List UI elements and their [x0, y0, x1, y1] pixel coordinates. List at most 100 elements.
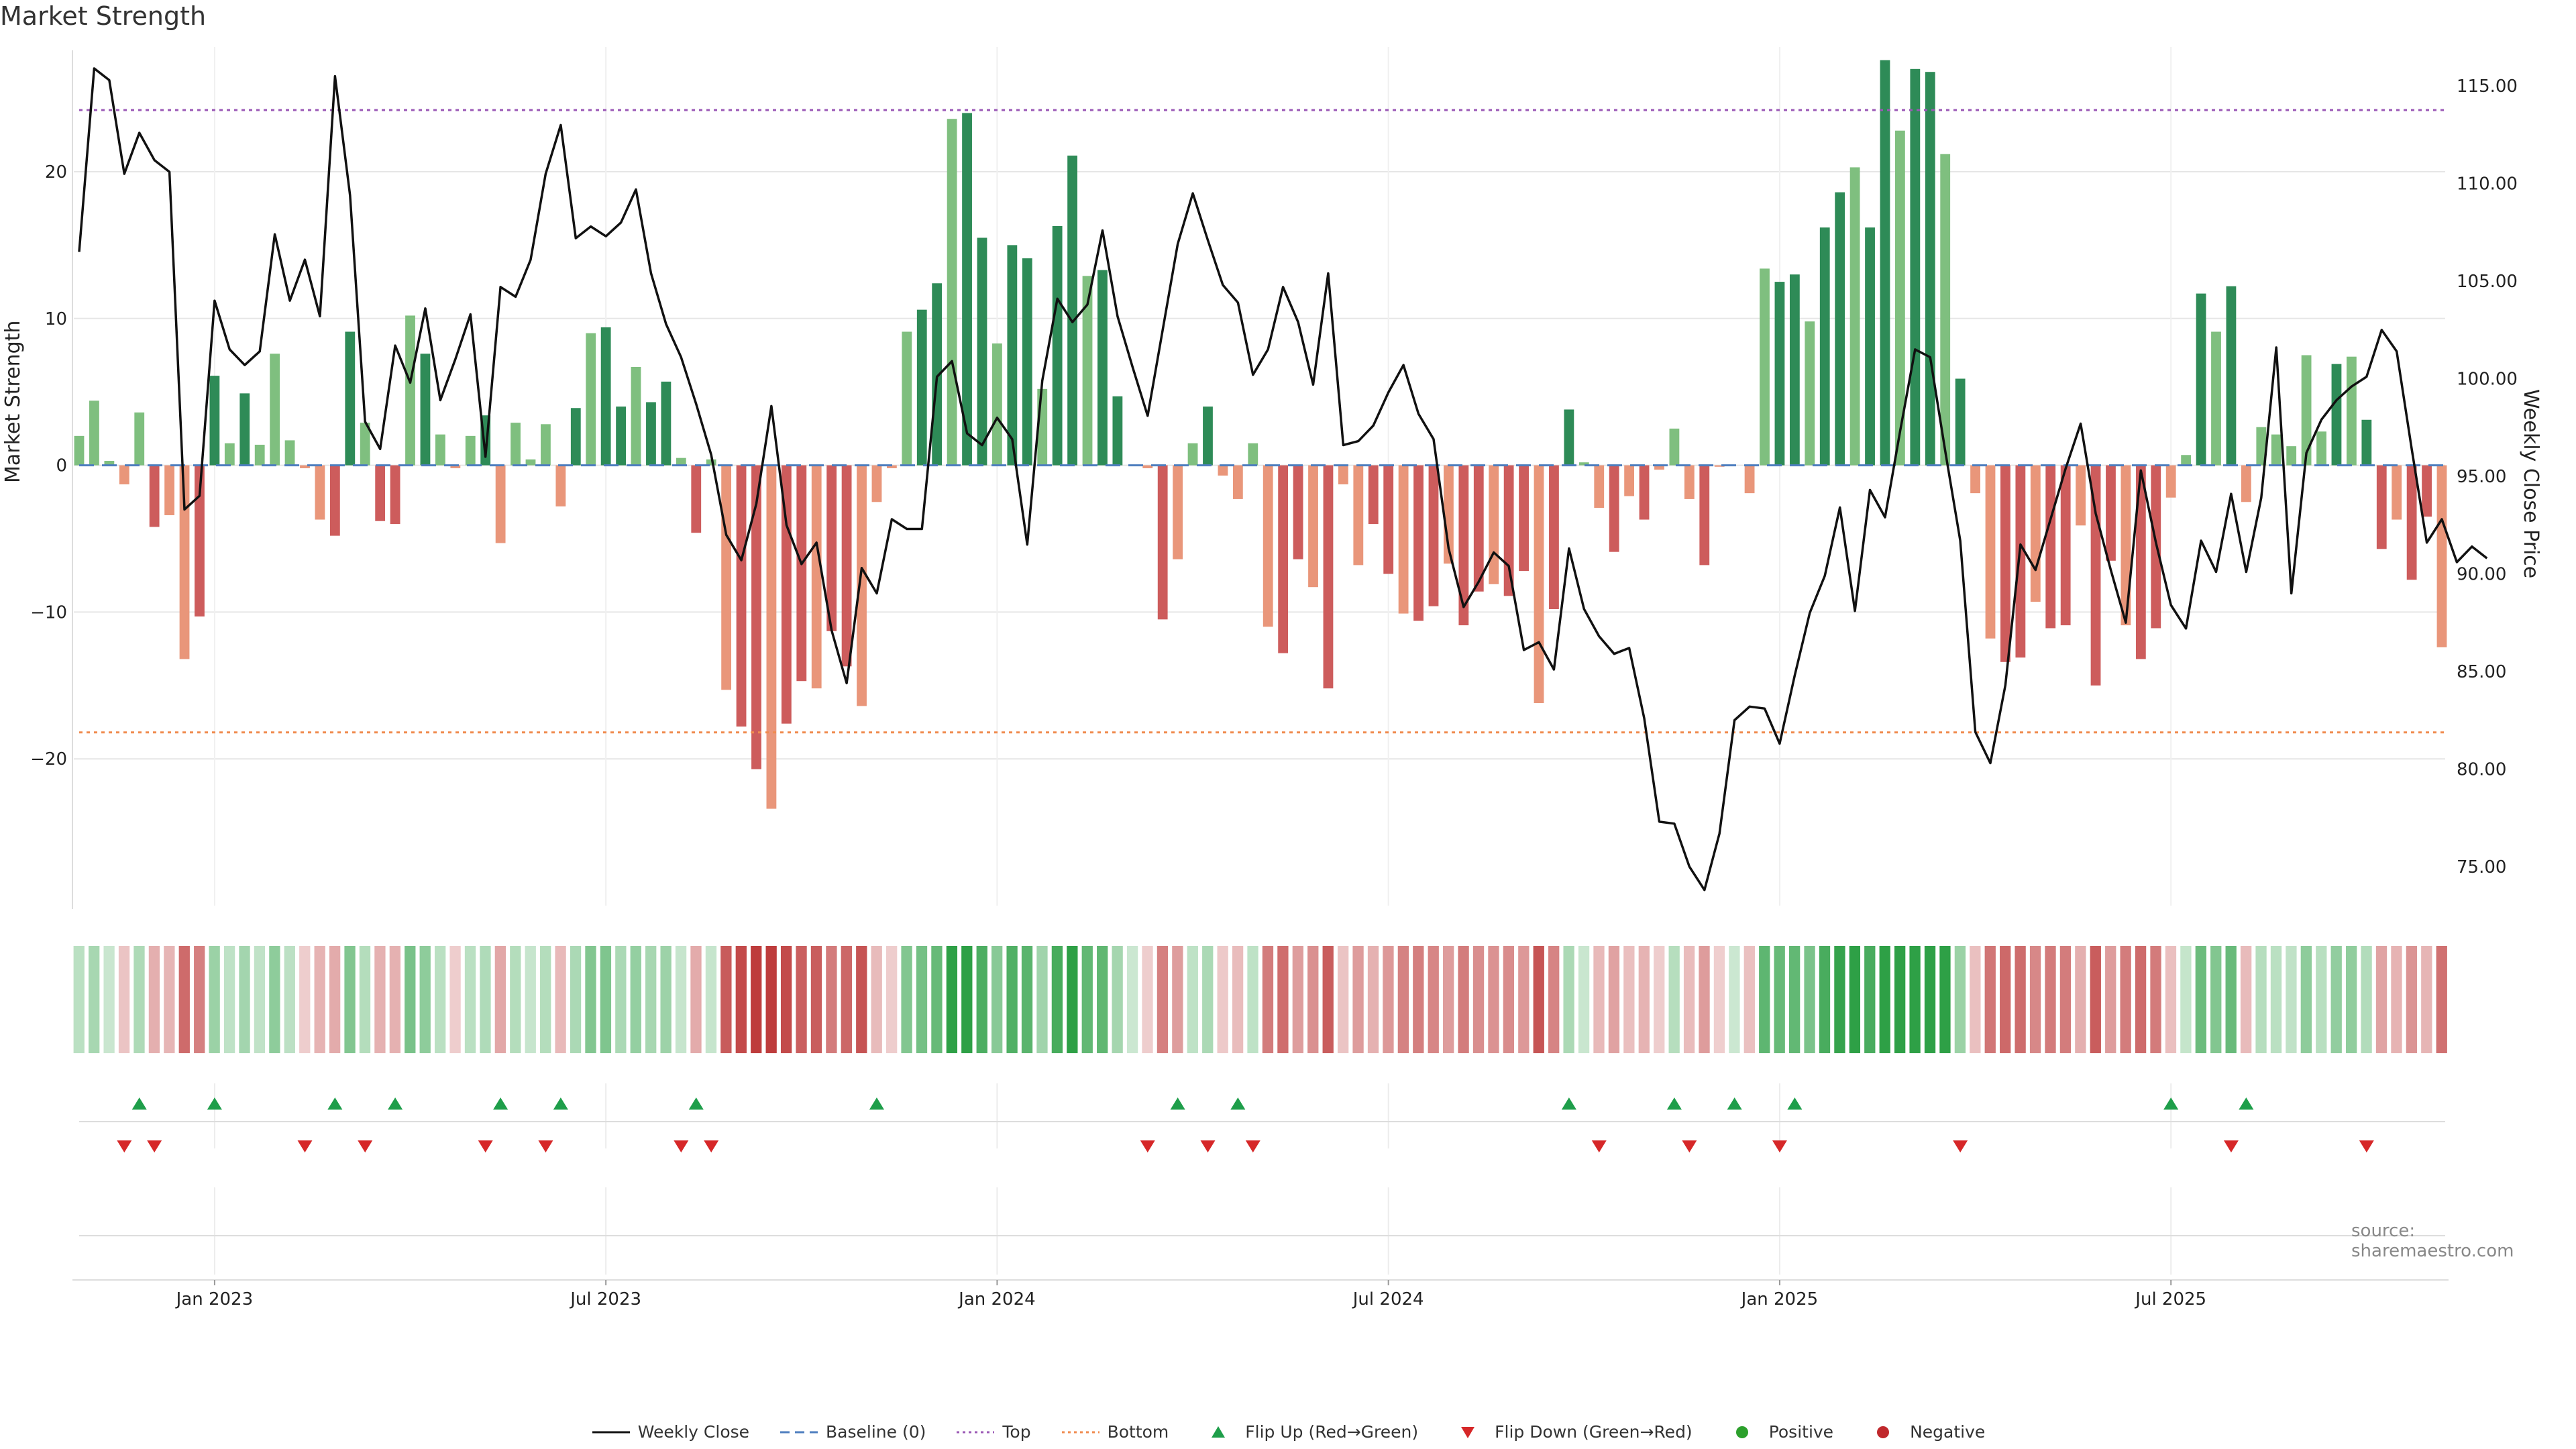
strength-bar: [1473, 465, 1484, 592]
strength-bar: [239, 393, 250, 466]
strength-bar: [2436, 465, 2447, 647]
strength-bar: [1173, 465, 1183, 559]
flip-down-marker: [147, 1140, 162, 1152]
heat-cell: [2316, 946, 2327, 1053]
heat-cell: [1970, 946, 1981, 1053]
heat-cell: [810, 946, 822, 1053]
strength-bar: [811, 465, 822, 689]
strength-bar: [1368, 465, 1379, 525]
heat-cell: [1187, 946, 1198, 1053]
heat-cell: [2000, 946, 2011, 1053]
strength-bar: [2226, 286, 2237, 466]
strength-bar: [329, 465, 340, 536]
circle-icon: [1877, 1426, 1890, 1438]
strength-bar: [405, 315, 415, 466]
strength-bar: [541, 424, 551, 466]
flip-down-marker: [538, 1140, 553, 1152]
strength-bar: [886, 465, 897, 468]
heat-cell: [1804, 946, 1815, 1053]
strength-bar: [2196, 293, 2206, 466]
heat-cell: [570, 946, 582, 1053]
flip-up-marker: [553, 1097, 568, 1110]
heat-cell: [780, 946, 792, 1053]
strength-bar: [1519, 465, 1529, 572]
strength-bar: [2346, 356, 2357, 466]
dotted-line-icon: [1061, 1431, 1099, 1433]
strength-bar: [1774, 282, 1785, 466]
heat-cell: [1563, 946, 1574, 1053]
heat-cell: [931, 946, 943, 1053]
legend: Weekly Close Baseline (0) Top Bottom Fli…: [0, 1422, 2576, 1442]
strength-bar: [1022, 258, 1032, 466]
legend-bottom: Bottom: [1061, 1422, 1169, 1442]
heat-cell: [359, 946, 371, 1053]
strength-bar: [962, 113, 972, 466]
strength-bar: [2316, 431, 2326, 466]
heat-cell: [148, 946, 160, 1053]
strength-bar: [1218, 465, 1228, 476]
flip-up-marker: [131, 1097, 147, 1110]
heat-cell: [856, 946, 867, 1053]
strength-bar: [706, 459, 716, 466]
legend-flip-down: Flip Down (Green→Red): [1448, 1422, 1693, 1442]
strength-bar: [1865, 227, 1875, 466]
heat-cell: [841, 946, 852, 1053]
heat-cell: [1729, 946, 1740, 1053]
strength-bar: [1458, 465, 1469, 626]
heat-cell: [1699, 946, 1710, 1053]
heat-cell: [1383, 946, 1394, 1053]
strength-bar: [1910, 68, 1921, 466]
strength-bar: [134, 412, 145, 466]
x-tick-label: Jul 2024: [1352, 1289, 1424, 1309]
strength-bar: [284, 440, 295, 466]
heat-cell: [991, 946, 1003, 1053]
heat-cell: [525, 946, 536, 1053]
y-axis-right-label: Weekly Close Price: [2519, 389, 2542, 579]
heat-cell: [901, 946, 912, 1053]
strength-bar: [300, 465, 310, 468]
heat-cell: [1668, 946, 1680, 1053]
heat-cell: [1654, 946, 1665, 1053]
strength-bar: [1052, 225, 1063, 466]
strength-bar: [1383, 465, 1394, 574]
heat-cell: [2210, 946, 2222, 1053]
heat-cell: [2225, 946, 2237, 1053]
x-tick-label: Jul 2023: [569, 1289, 641, 1309]
flip-down-marker: [2223, 1140, 2239, 1152]
legend-label: Positive: [1768, 1422, 1834, 1442]
strength-bar: [1624, 465, 1635, 496]
strength-bar: [254, 444, 265, 466]
heat-cell: [118, 946, 130, 1053]
strength-bar: [195, 465, 205, 616]
flip-down-marker: [704, 1140, 719, 1152]
heat-cell: [2165, 946, 2177, 1053]
heat-cell: [1834, 946, 1845, 1053]
heat-cell: [1217, 946, 1228, 1053]
strength-bar: [1849, 167, 1860, 466]
legend-label: Baseline (0): [826, 1422, 926, 1442]
flip-down-marker: [1772, 1140, 1787, 1152]
strength-bar: [1940, 154, 1951, 466]
strength-bar: [179, 465, 190, 659]
heat-cell: [1713, 946, 1725, 1053]
guides-layer: [79, 109, 2445, 734]
x-axis: Jan 2023 Jul 2023 Jan 2024 Jul 2024 Jan 2025…: [175, 1280, 2206, 1309]
flip-up-marker: [207, 1097, 222, 1110]
heat-cell: [1458, 946, 1469, 1053]
strength-bar: [209, 376, 220, 466]
strength-bar: [691, 465, 702, 533]
strength-bar: [1714, 465, 1725, 467]
flip-down-marker: [1245, 1140, 1260, 1152]
strength-bar: [2286, 446, 2297, 466]
heat-cell: [1638, 946, 1650, 1053]
strength-bar: [1263, 465, 1273, 627]
strength-bar: [1112, 396, 1123, 466]
heat-cell: [480, 946, 491, 1053]
heat-cell: [1352, 946, 1364, 1053]
strength-bar: [1819, 227, 1830, 466]
heat-cell: [223, 946, 235, 1053]
strength-bar: [2301, 355, 2312, 466]
flip-up-marker: [2163, 1097, 2179, 1110]
heat-cell: [1503, 946, 1515, 1053]
legend-label: Top: [1002, 1422, 1031, 1442]
